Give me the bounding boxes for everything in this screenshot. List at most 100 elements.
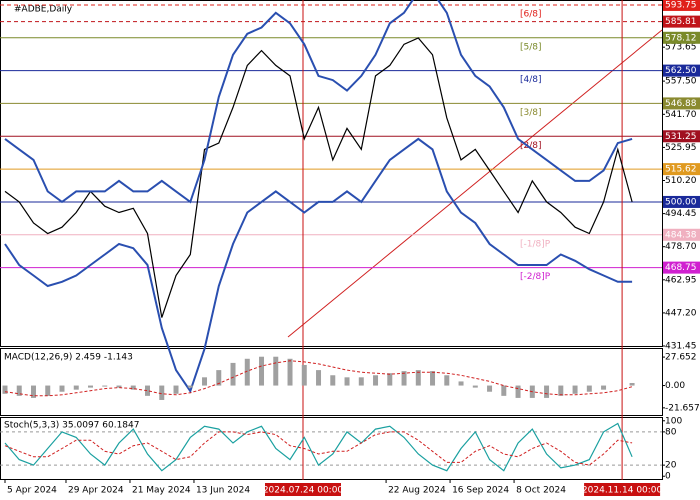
macd-signal <box>4 360 633 397</box>
level-label: 593.75 <box>665 0 697 10</box>
macd-bar <box>173 385 179 394</box>
macd-bar <box>259 356 265 386</box>
x-tick-label: 5 Apr 2024 <box>7 486 57 496</box>
level-label: 562.50 <box>665 66 697 76</box>
macd-bar <box>287 358 293 386</box>
x-tick-label: 13 Jun 2024 <box>196 486 250 496</box>
x-tick-label: 22 Aug 2024 <box>388 486 446 496</box>
level-box <box>663 195 700 208</box>
murrey-label: [-1/8]P <box>520 239 551 249</box>
level-box <box>663 0 700 11</box>
y-tick-label: -21.657 <box>665 403 700 413</box>
murrey-label: [2/8] <box>520 141 542 151</box>
macd-bar <box>102 385 108 387</box>
macd-bar <box>586 385 592 392</box>
x-tick-label: 8 Oct 2024 <box>516 486 566 496</box>
level-box <box>663 163 700 176</box>
macd-bar <box>472 385 478 388</box>
y-tick-label: 541.70 <box>665 110 697 120</box>
band-line <box>4 0 633 204</box>
stoch-panel <box>0 417 663 480</box>
macd-bar <box>415 370 421 386</box>
murrey-label: [3/8] <box>520 108 542 118</box>
y-tick-label: 494.45 <box>665 209 697 219</box>
macd-bar <box>515 385 521 398</box>
x-tick-label: 16 Sep 2024 <box>452 486 509 496</box>
marker-box <box>584 483 661 496</box>
macd-bar <box>316 370 322 386</box>
macd-bar <box>73 385 79 390</box>
macd-bar <box>401 371 407 386</box>
macd-bar <box>187 385 193 388</box>
trend-line <box>287 29 663 338</box>
y-tick-label: 431.45 <box>665 342 697 352</box>
level-box <box>663 64 700 77</box>
y-tick-label: 573.65 <box>665 43 697 53</box>
level-label: 531.25 <box>665 132 697 142</box>
macd-bar <box>45 385 51 396</box>
stoch-label: Stoch(5,3,3) 35.0097 60.1847 <box>4 421 139 431</box>
y-tick-label: 447.20 <box>665 308 697 318</box>
y-tick-label: 462.95 <box>665 275 697 285</box>
macd-label: MACD(12,26,9) 2.459 -1.143 <box>4 353 133 363</box>
level-box <box>663 261 700 274</box>
x-tick-label: 29 Apr 2024 <box>68 486 124 496</box>
macd-bar <box>59 385 65 392</box>
level-box <box>663 15 700 28</box>
level-label: 468.75 <box>665 263 697 273</box>
macd-bar <box>629 383 635 386</box>
y-tick-label: 100 <box>665 416 682 426</box>
stoch-d <box>4 431 633 466</box>
y-tick-label: 557.50 <box>665 77 697 87</box>
macd-bar <box>344 377 350 386</box>
macd-bar <box>601 385 607 390</box>
macd-bar <box>501 385 507 396</box>
macd-bar <box>387 373 393 386</box>
y-tick-label: 20 <box>665 461 677 471</box>
y-tick-label: 478.70 <box>665 242 697 252</box>
macd-bar <box>145 385 151 396</box>
macd-bar <box>159 385 165 400</box>
y-tick-label: 0.00 <box>665 381 685 391</box>
murrey-label: [4/8] <box>520 75 542 85</box>
macd-bar <box>230 362 236 386</box>
y-tick-label: 525.95 <box>665 143 697 153</box>
macd-bar <box>244 358 250 386</box>
y-tick-label: 80 <box>665 427 677 437</box>
stoch-k <box>4 422 633 472</box>
marker-label: 2024.11.14 00:00 <box>582 486 663 496</box>
macd-bar <box>458 381 464 386</box>
macd-bar <box>444 375 450 386</box>
price-line <box>4 37 633 318</box>
macd-bar <box>358 377 364 386</box>
murrey-label: [-2/8]P <box>520 272 551 282</box>
marker-box <box>264 483 341 496</box>
macd-bar <box>487 385 493 392</box>
level-box <box>663 228 700 241</box>
chart-title: #ADBE,Daily <box>14 5 73 15</box>
macd-bar <box>301 364 307 386</box>
macd-bar <box>116 385 122 388</box>
macd-bar <box>544 385 550 398</box>
x-tick-label: 21 May 2024 <box>132 486 191 496</box>
macd-bar <box>88 385 93 388</box>
macd-bar <box>30 385 36 398</box>
macd-bar <box>430 371 436 386</box>
level-box <box>663 130 700 143</box>
level-label: 578.12 <box>665 33 697 43</box>
level-label: 546.88 <box>665 99 697 109</box>
macd-bar <box>558 385 564 396</box>
band-line <box>4 137 633 394</box>
level-box <box>663 97 700 110</box>
y-tick-label: 0 <box>665 472 671 482</box>
macd-panel <box>0 348 663 416</box>
level-label: 500.00 <box>665 197 697 207</box>
macd-bar <box>16 385 22 396</box>
macd-bar <box>572 385 578 394</box>
level-label: 515.62 <box>665 165 697 175</box>
macd-bar <box>130 385 136 390</box>
macd-bar <box>216 370 222 386</box>
macd-bar <box>202 377 208 386</box>
